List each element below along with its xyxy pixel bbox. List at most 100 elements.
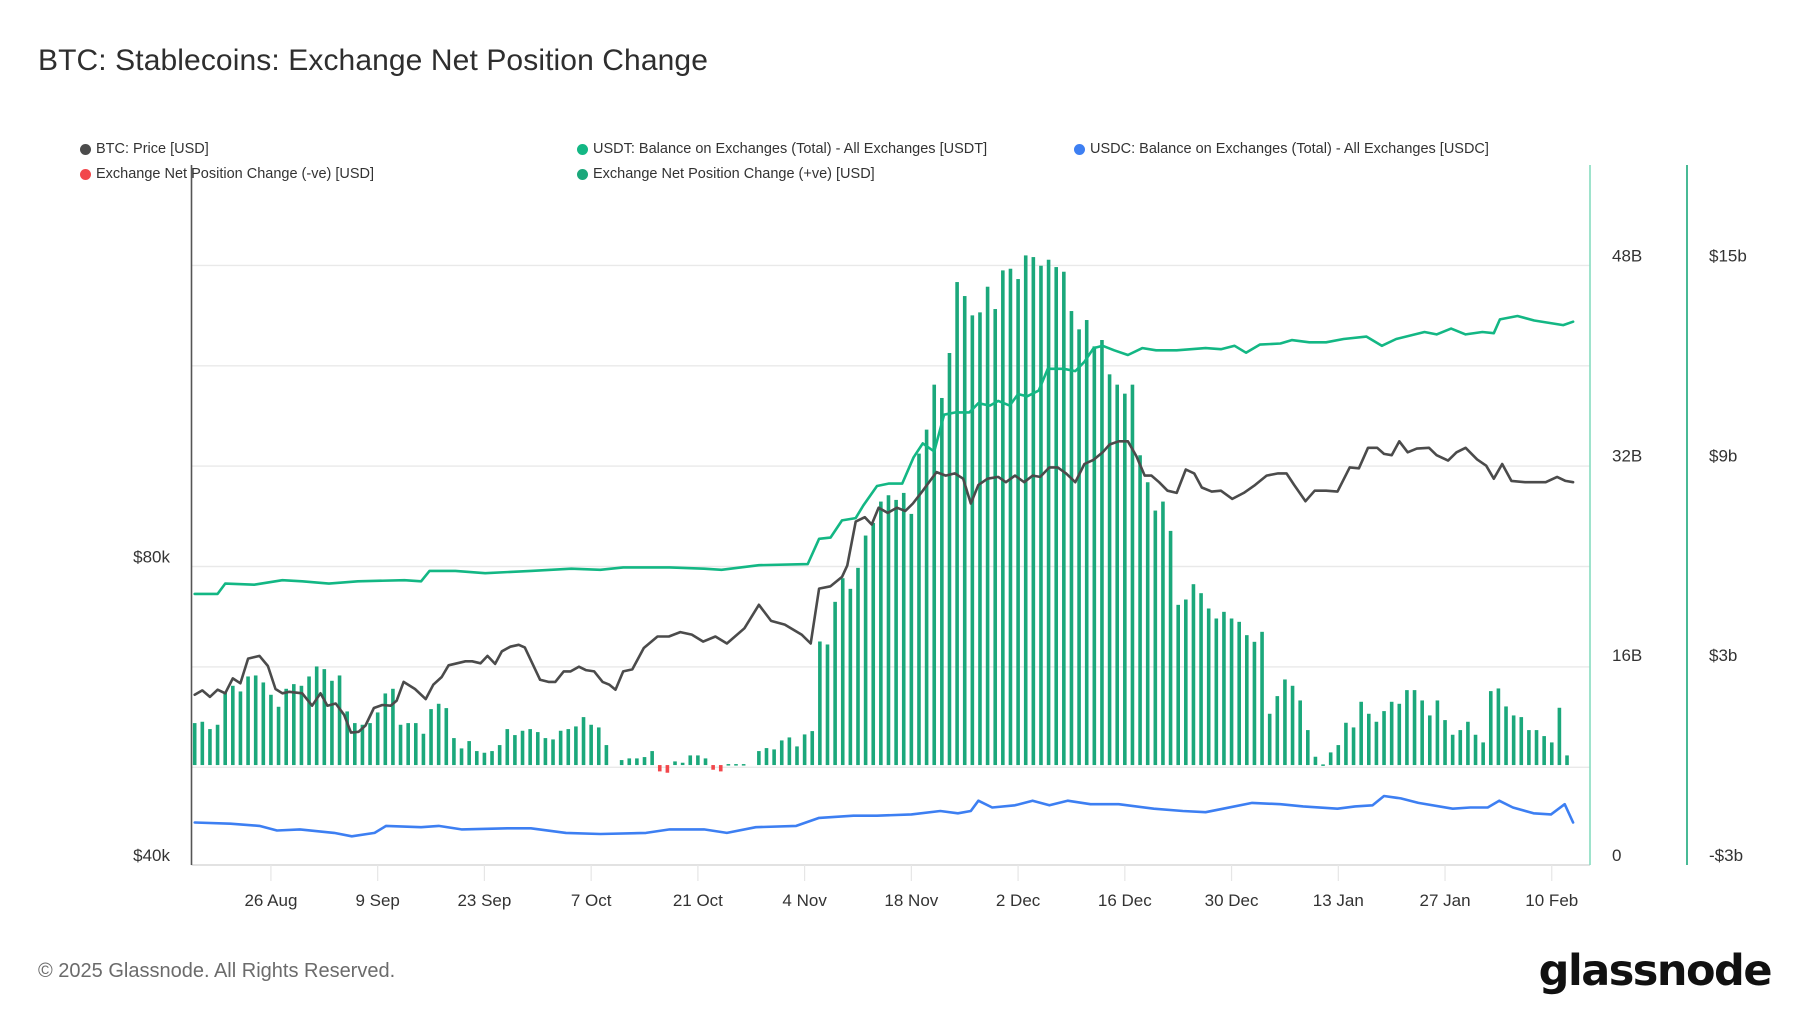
x-tick-label: 7 Oct: [571, 891, 612, 910]
glassnode-logo[interactable]: glassnode: [1538, 946, 1773, 996]
net-change-bar-positive: [505, 729, 510, 766]
net-change-bar-positive: [947, 353, 952, 766]
net-change-bar-positive: [566, 729, 571, 766]
net-change-bar-positive: [276, 706, 281, 766]
net-change-bar-positive: [1420, 700, 1424, 766]
net-change-bar-positive: [1107, 374, 1112, 766]
net-change-bar-positive: [307, 676, 311, 766]
net-change-bar-positive: [261, 682, 266, 766]
net-change-bar-positive: [467, 741, 471, 766]
net-change-bar-positive: [513, 735, 517, 766]
net-change-bar-positive: [604, 745, 609, 766]
net-change-bar-positive: [1443, 720, 1447, 766]
net-change-bar-positive: [535, 732, 540, 766]
net-change-bar-positive: [1084, 320, 1089, 766]
legend-item-net-positive[interactable]: Exchange Net Position Change (+ve) [USD]: [577, 166, 875, 182]
net-change-bar-positive: [1161, 501, 1165, 766]
legend-item-usdt-balance[interactable]: USDT: Balance on Exchanges (Total) - All…: [577, 141, 987, 157]
btc-price-line: [193, 440, 1575, 734]
legend-dot-icon: [577, 168, 588, 180]
legend-item-btc-price[interactable]: BTC: Price [USD]: [80, 141, 209, 157]
net-change-bar-positive: [459, 748, 464, 766]
net-change-bar-positive: [909, 513, 914, 766]
x-tick-label: 26 Aug: [244, 891, 297, 910]
net-change-bar-positive: [1565, 755, 1569, 766]
balance-tick-label: 32B: [1612, 446, 1642, 465]
net-change-bar-positive: [444, 708, 449, 766]
x-tick-label: 13 Jan: [1313, 891, 1364, 910]
net-change-bar-positive: [1527, 730, 1531, 766]
gridlines: [191, 264, 1590, 866]
net-change-bar-positive: [673, 761, 677, 766]
net-change-bar-positive: [1222, 611, 1226, 766]
net-change-bar-positive: [1397, 703, 1402, 766]
net-change-bar-positive: [1283, 679, 1287, 766]
net-change-bar-positive: [1176, 604, 1180, 766]
net-change-bar-positive: [1351, 727, 1356, 766]
net-change-bar-positive: [955, 282, 959, 766]
net-change-bar-positive: [1450, 734, 1455, 766]
legend-dot-icon: [80, 143, 91, 155]
net-change-bar-positive: [200, 721, 205, 766]
net-change-bar-positive: [353, 723, 357, 766]
net-change-bar-positive: [528, 729, 532, 766]
net-change-bar-positive: [520, 730, 525, 766]
net-change-tick-label: $3b: [1709, 646, 1737, 665]
net-change-bar-positive: [1229, 618, 1234, 766]
net-change-bar-positive: [1130, 384, 1135, 766]
net-change-tick-label: -$3b: [1709, 846, 1743, 865]
net-change-bar-positive: [795, 746, 799, 766]
net-change-bar-positive: [848, 588, 853, 766]
net-change-bar-positive: [284, 688, 288, 766]
net-change-bar-positive: [269, 694, 273, 766]
price-tick-label: $80k: [133, 548, 170, 567]
net-change-bar-positive: [1557, 707, 1562, 766]
net-change-bar-positive: [802, 734, 807, 766]
net-change-bar-positive: [1001, 270, 1005, 766]
net-change-bar-positive: [1184, 599, 1188, 766]
net-change-bar-positive: [978, 312, 982, 766]
net-change-bar-positive: [924, 429, 929, 766]
net-change-bar-positive: [696, 755, 700, 766]
net-change-bar-positive: [1016, 279, 1020, 766]
legend-item-net-negative[interactable]: Exchange Net Position Change (-ve) [USD]: [80, 166, 374, 182]
x-tick-label: 23 Sep: [457, 891, 511, 910]
legend-dot-icon: [577, 143, 588, 155]
net-change-bar-positive: [764, 748, 769, 766]
net-change-bar-positive: [810, 731, 815, 766]
x-tick-label: 27 Jan: [1420, 891, 1471, 910]
net-change-bar-positive: [741, 764, 746, 766]
net-change-bar-positive: [779, 740, 784, 766]
net-change-bar-negative: [718, 765, 723, 772]
net-change-bar-positive: [1092, 346, 1097, 766]
net-change-bar-positive: [345, 711, 349, 766]
net-change-bar-positive: [1191, 584, 1196, 766]
net-change-bar-positive: [1008, 268, 1013, 766]
net-change-bar-positive: [1382, 711, 1386, 766]
net-change-bar-positive: [757, 751, 761, 766]
net-change-bar-positive: [650, 751, 654, 766]
net-change-bar-positive: [1252, 641, 1257, 766]
net-change-bar-positive: [1138, 455, 1142, 766]
legend-label: Exchange Net Position Change (-ve) [USD]: [96, 166, 375, 182]
net-change-bar-positive: [482, 752, 487, 766]
net-change-bar-positive: [1458, 730, 1463, 766]
net-change-bar-negative: [657, 765, 662, 772]
x-tick-label: 21 Oct: [673, 891, 723, 910]
net-change-bar-positive: [497, 745, 502, 766]
net-change-bar-positive: [635, 758, 639, 766]
net-change-bar-positive: [1237, 621, 1241, 766]
chart-title: BTC: Stablecoins: Exchange Net Position …: [38, 44, 708, 77]
net-change-bar-positive: [932, 384, 937, 766]
net-change-bar-positive: [1077, 329, 1081, 766]
legend-label: BTC: Price [USD]: [96, 141, 209, 157]
net-change-bar-positive: [223, 691, 227, 766]
legend-item-usdc-balance[interactable]: USDC: Balance on Exchanges (Total) - All…: [1074, 141, 1489, 157]
net-change-bar-positive: [917, 453, 921, 766]
x-tick-label: 18 Nov: [884, 891, 938, 910]
net-change-bar-positive: [1168, 530, 1173, 766]
net-change-bar-positive: [871, 522, 876, 766]
net-change-bar-positive: [1359, 701, 1363, 766]
net-change-bar-positive: [314, 666, 319, 766]
